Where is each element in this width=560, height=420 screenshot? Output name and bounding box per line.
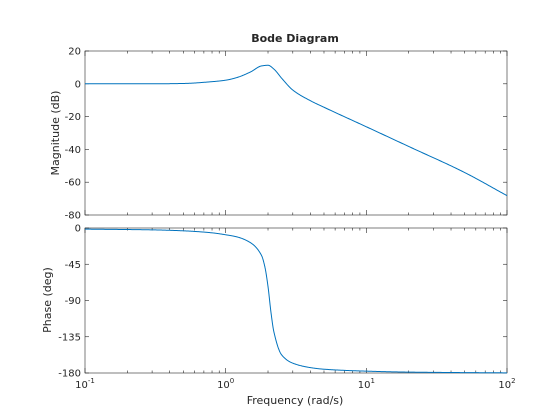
magnitude-y-tick-label: 20 [68, 47, 81, 58]
x-tick-label: 102 [498, 377, 515, 391]
magnitude-y-tick-label: 0 [75, 79, 81, 90]
x-tick-label-base: 10 [498, 380, 511, 391]
x-tick-label-base: 10 [217, 380, 230, 391]
magnitude-axis-label: Magnitude (dB) [49, 91, 62, 176]
phase-series-line [84, 228, 508, 374]
phase-y-tick-label: -45 [65, 260, 81, 271]
magnitude-y-tick-label: -80 [65, 211, 81, 222]
x-tick-label: 101 [358, 377, 375, 391]
magnitude-series-line [85, 64, 508, 197]
x-tick-label-exponent: 1 [370, 377, 374, 385]
phase-y-tick-label: 0 [75, 224, 81, 235]
phase-y-tick-label: -90 [65, 296, 81, 307]
chart-title: Bode Diagram [251, 32, 339, 45]
magnitude-y-tick-label: -20 [65, 112, 81, 123]
x-axis-label: Frequency (rad/s) [247, 394, 344, 407]
phase-plot-frame [84, 227, 508, 374]
phase-y-tick-label: -135 [58, 332, 81, 343]
x-tick-label: 10-1 [75, 377, 95, 391]
x-tick-label-base: 10 [75, 380, 88, 391]
phase-y-tick-label: -180 [58, 369, 81, 380]
x-tick-label: 100 [217, 377, 234, 391]
magnitude-plot-frame [84, 50, 508, 216]
magnitude-y-tick-label: -60 [65, 178, 81, 189]
x-tick-label-base: 10 [358, 380, 371, 391]
x-tick-label-exponent: 2 [511, 377, 515, 385]
x-tick-label-exponent: -1 [88, 377, 95, 385]
magnitude-y-tick-label: -40 [65, 145, 81, 156]
magnitude-plot: Magnitude (dB) 20 0 -20 -40 -60 -80 [49, 47, 508, 222]
x-tick-label-exponent: 0 [230, 377, 234, 385]
phase-axis-label: Phase (deg) [41, 267, 54, 333]
